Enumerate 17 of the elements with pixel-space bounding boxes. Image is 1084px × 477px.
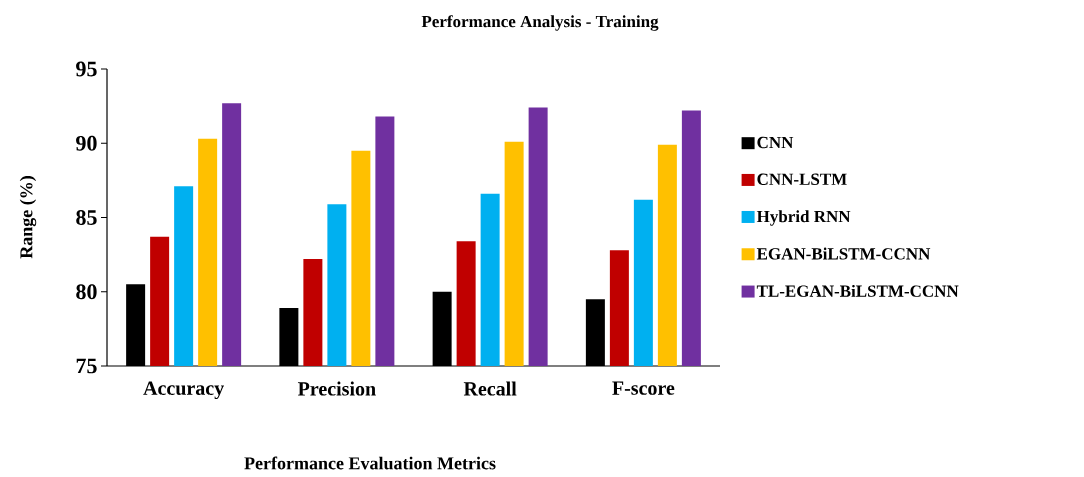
y-tick-label: 90 xyxy=(76,135,97,151)
legend-label: Hybrid RNN xyxy=(756,210,851,226)
legend-label: CNN xyxy=(757,136,794,149)
y-axis-title: Range (%) xyxy=(19,176,37,259)
x-tick-label: Recall xyxy=(463,381,517,396)
chart-title: Performance Analysis - Training xyxy=(421,15,659,31)
y-tick-label: 85 xyxy=(76,210,97,225)
x-tick-label: Accuracy xyxy=(143,381,224,400)
legend-label: TL-EGAN-BiLSTM-CCNN xyxy=(756,284,959,297)
legend-label: CNN-LSTM xyxy=(757,173,847,185)
y-tick-label: 95 xyxy=(76,61,97,77)
x-tick-label: F-score xyxy=(612,381,675,395)
y-tick-label: 80 xyxy=(76,284,97,300)
y-tick-label: 75 xyxy=(76,358,97,374)
x-axis-title: Performance Evaluation Metrics xyxy=(244,456,496,470)
x-tick-label: Precision xyxy=(297,381,376,396)
legend-label: EGAN-BiLSTM-CCNN xyxy=(756,247,931,260)
